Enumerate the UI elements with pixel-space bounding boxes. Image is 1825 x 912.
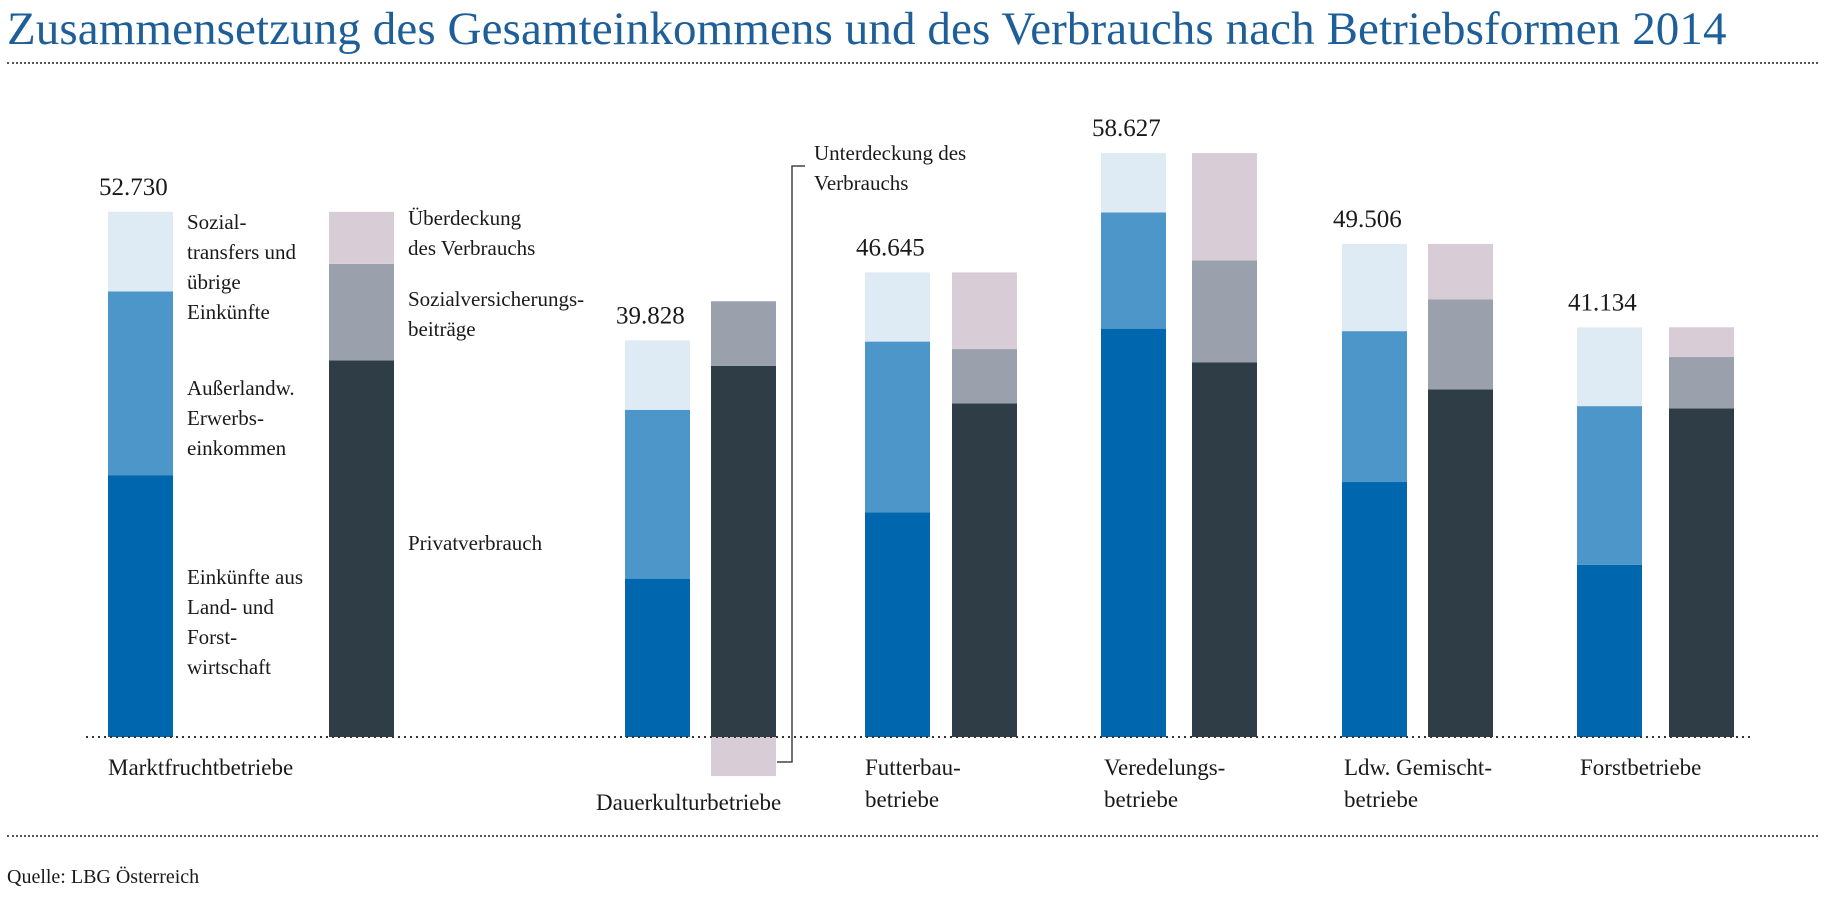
einkommen-sozialtransfers-und-brige-eink-nfte-bar-4 bbox=[1101, 153, 1166, 213]
verbrauch-berdeckung-des-verbrauchs-bar-1 bbox=[329, 211, 394, 264]
category-label-2: Dauerkulturbetriebe bbox=[596, 790, 781, 815]
verbrauch-berdeckung-des-verbrauchs-bar-6 bbox=[1669, 327, 1734, 358]
top-divider bbox=[7, 62, 1818, 64]
einkommen-au-erlandw-erwerbseinkommen-bar-4 bbox=[1101, 212, 1166, 329]
einkommen-sozialtransfers-und-brige-eink-nfte-bar-5 bbox=[1342, 243, 1407, 332]
einkommen-au-erlandw-erwerbseinkommen-bar-2 bbox=[625, 409, 690, 579]
einkommen-sozialtransfers-und-brige-eink-nfte-bar-2 bbox=[625, 340, 690, 410]
legend-label-privatverbrauch: Privatverbrauch bbox=[408, 531, 543, 555]
verbrauch-privatverbrauch-bar-1 bbox=[329, 360, 394, 737]
labels-layer: 52.730 39.828 46.645 58.627 49.506 41.134 Mark… bbox=[99, 115, 1701, 815]
total-value-label-2: 39.828 bbox=[616, 302, 685, 329]
verbrauch-sozialversicherungsbeitr-ge-bar-6 bbox=[1669, 357, 1734, 409]
einkommen-eink-nfte-aus-land-und-forstwirtschaft-bar-6 bbox=[1577, 564, 1642, 737]
einkommen-au-erlandw-erwerbseinkommen-bar-5 bbox=[1342, 331, 1407, 483]
einkommen-eink-nfte-aus-land-und-forstwirtschaft-bar-1 bbox=[108, 475, 173, 737]
verbrauch-sozialversicherungsbeitr-ge-bar-5 bbox=[1428, 299, 1493, 390]
verbrauch-privatverbrauch-bar-3 bbox=[952, 403, 1017, 737]
einkommen-sozialtransfers-und-brige-eink-nfte-bar-6 bbox=[1577, 327, 1642, 407]
einkommen-sozialtransfers-und-brige-eink-nfte-bar-1 bbox=[108, 211, 173, 292]
legend-label-sozialversicherung: Sozialversicherungs-beiträge bbox=[408, 287, 584, 341]
verbrauch-privatverbrauch-bar-2 bbox=[711, 365, 776, 737]
einkommen-eink-nfte-aus-land-und-forstwirtschaft-bar-2 bbox=[625, 578, 690, 737]
category-label-4: Veredelungs-betriebe bbox=[1104, 755, 1225, 812]
verbrauch-berdeckung-des-verbrauchs-bar-3 bbox=[952, 272, 1017, 350]
bottom-divider bbox=[7, 835, 1818, 837]
einkommen-eink-nfte-aus-land-und-forstwirtschaft-bar-3 bbox=[865, 512, 930, 737]
verbrauch-berdeckung-des-verbrauchs-bar-5 bbox=[1428, 243, 1493, 300]
einkommen-au-erlandw-erwerbseinkommen-bar-6 bbox=[1577, 406, 1642, 565]
einkommen-au-erlandw-erwerbseinkommen-bar-3 bbox=[865, 341, 930, 513]
category-label-1: Marktfruchtbetriebe bbox=[108, 755, 293, 780]
verbrauch-sozialversicherungsbeitr-ge-bar-1 bbox=[329, 263, 394, 361]
legend-label-land-forst: Einkünfte aus Land- und Forst-wirtschaft bbox=[187, 565, 303, 679]
category-label-6: Forstbetriebe bbox=[1580, 755, 1701, 780]
verbrauch-privatverbrauch-bar-4 bbox=[1192, 362, 1257, 737]
total-value-label-6: 41.134 bbox=[1568, 289, 1637, 316]
source-note: Quelle: LBG Österreich bbox=[7, 866, 200, 888]
einkommen-au-erlandw-erwerbseinkommen-bar-1 bbox=[108, 291, 173, 476]
einkommen-eink-nfte-aus-land-und-forstwirtschaft-bar-5 bbox=[1342, 482, 1407, 737]
chart-title: Zusammensetzung des Gesamteinkommens und… bbox=[7, 3, 1727, 55]
verbrauch-berdeckung-des-verbrauchs-bar-4 bbox=[1192, 153, 1257, 261]
legend-label-sozialtransfers: Sozial-transfers und übrige Einkünfte bbox=[187, 210, 297, 324]
verbrauch-sozialversicherungsbeitr-ge-bar-2 bbox=[711, 301, 776, 366]
einkommen-eink-nfte-aus-land-und-forstwirtschaft-bar-4 bbox=[1101, 328, 1166, 737]
category-label-3: Futterbau-betriebe bbox=[865, 755, 961, 812]
total-value-label-1: 52.730 bbox=[99, 174, 168, 201]
verbrauch-sozialversicherungsbeitr-ge-bar-4 bbox=[1192, 260, 1257, 363]
legend-label-unterdeckung: Unterdeckung des Verbrauchs bbox=[814, 141, 966, 195]
total-value-label-3: 46.645 bbox=[856, 234, 925, 261]
legend-label-ausserlandw: Außerlandw. Erwerbs-einkommen bbox=[187, 376, 295, 460]
verbrauch-sozialversicherungsbeitr-ge-bar-3 bbox=[952, 349, 1017, 404]
verbrauch-privatverbrauch-bar-6 bbox=[1669, 408, 1734, 737]
total-value-label-5: 49.506 bbox=[1333, 206, 1402, 233]
einkommen-sozialtransfers-und-brige-eink-nfte-bar-3 bbox=[865, 272, 930, 342]
legend-label-ueberdeckung: Überdeckung des Verbrauchs bbox=[408, 206, 535, 260]
total-value-label-4: 58.627 bbox=[1092, 115, 1161, 142]
unterdeckung-bracket bbox=[777, 165, 805, 763]
verbrauch-privatverbrauch-bar-5 bbox=[1428, 389, 1493, 737]
verbrauch-unterdeckung-des-verbrauchs-bar-2 bbox=[711, 737, 776, 777]
category-label-5: Ldw. Gemischt-betriebe bbox=[1344, 755, 1492, 812]
bars-layer bbox=[108, 153, 1734, 777]
